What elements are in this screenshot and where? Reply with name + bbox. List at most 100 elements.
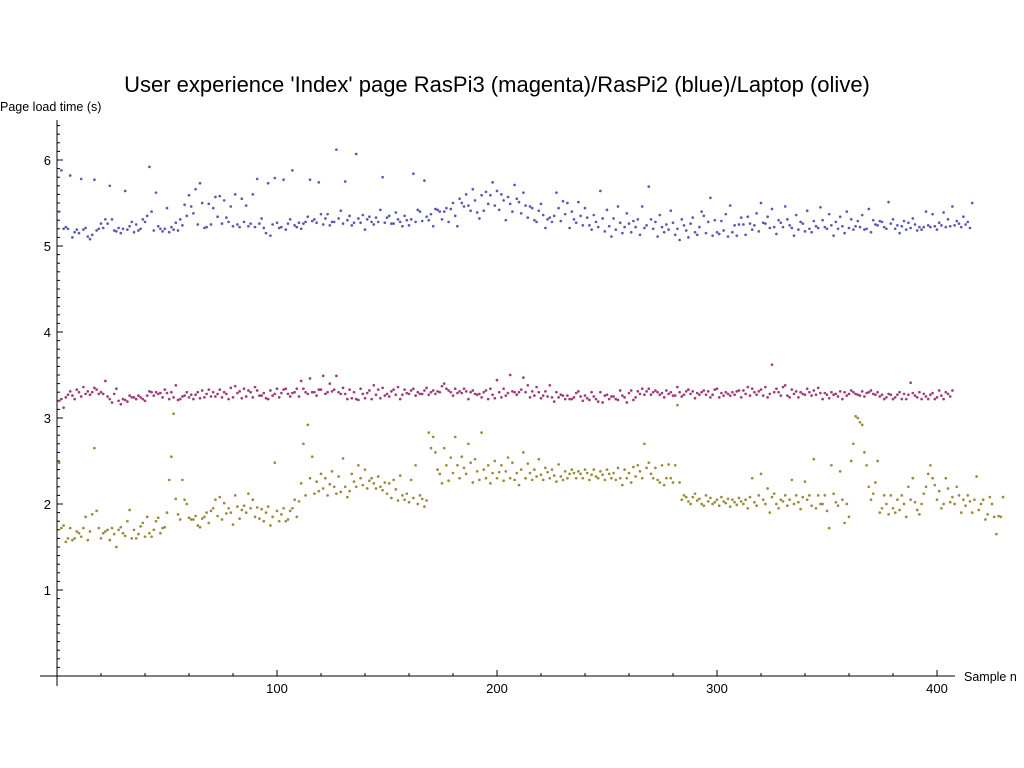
data-point: [948, 395, 952, 398]
data-point: [856, 416, 860, 420]
data-point: [836, 395, 840, 398]
data-point: [502, 199, 505, 202]
data-point: [352, 480, 356, 483]
data-point: [911, 476, 915, 480]
data-point: [198, 181, 202, 185]
data-point: [539, 202, 543, 206]
data-point: [504, 394, 508, 397]
data-point: [891, 397, 895, 401]
data-point: [803, 393, 807, 397]
data-point: [99, 222, 103, 225]
data-point: [759, 201, 763, 205]
data-point: [354, 485, 358, 489]
data-point: [123, 534, 127, 538]
data-point: [519, 211, 523, 215]
data-point: [251, 396, 255, 399]
data-point: [480, 431, 483, 434]
data-point: [374, 487, 378, 490]
data-point: [242, 504, 246, 508]
axes: [40, 120, 955, 686]
data-point: [601, 217, 604, 220]
data-point: [255, 177, 259, 181]
data-point: [145, 214, 149, 218]
data-point: [700, 502, 703, 506]
data-point: [137, 532, 140, 536]
data-point: [216, 215, 219, 219]
data-point: [812, 457, 816, 461]
data-point: [409, 217, 413, 221]
data-point: [984, 518, 987, 521]
data-point: [198, 396, 202, 400]
data-point: [891, 217, 895, 221]
data-point: [62, 227, 65, 231]
data-point: [555, 480, 558, 483]
data-point: [363, 396, 367, 400]
data-point: [907, 221, 910, 225]
data-point: [539, 396, 543, 400]
data-point: [658, 481, 662, 484]
data-point: [786, 217, 789, 221]
data-point: [988, 495, 992, 499]
data-point: [299, 482, 303, 485]
data-point: [152, 528, 156, 532]
data-point: [819, 391, 822, 395]
data-point: [95, 509, 98, 513]
data-point: [491, 181, 494, 184]
data-point: [887, 512, 890, 516]
data-point: [407, 392, 411, 396]
data-point: [302, 222, 305, 225]
data-point: [900, 224, 904, 228]
data-point: [599, 390, 602, 394]
data-point: [671, 221, 675, 225]
data-point: [900, 397, 904, 401]
data-point: [112, 229, 116, 232]
data-point: [794, 389, 798, 393]
data-point: [887, 392, 890, 396]
data-point: [792, 502, 796, 506]
data-point: [462, 466, 466, 470]
data-point: [82, 385, 85, 389]
data-point: [867, 207, 871, 211]
data-point: [95, 388, 98, 391]
data-point: [99, 537, 103, 540]
data-point: [871, 492, 875, 496]
data-point: [942, 502, 945, 506]
data-point: [337, 217, 340, 220]
data-point: [904, 515, 908, 519]
data-point: [313, 217, 316, 221]
data-point: [799, 390, 802, 394]
data-point: [893, 227, 897, 231]
data-point: [198, 525, 202, 529]
data-point: [931, 476, 934, 480]
data-point: [185, 502, 189, 506]
data-point: [907, 393, 910, 397]
data-point: [123, 189, 127, 193]
data-point: [522, 451, 525, 454]
data-point: [165, 511, 169, 514]
data-point: [493, 459, 497, 463]
data-point: [425, 386, 428, 390]
data-point: [57, 399, 61, 403]
data-point: [420, 219, 424, 223]
data-point: [779, 498, 783, 502]
data-point: [335, 148, 338, 152]
data-point: [295, 515, 299, 519]
data-point: [469, 461, 472, 465]
data-point: [750, 387, 754, 391]
data-point: [511, 210, 514, 213]
data-point: [792, 234, 796, 238]
data-point: [361, 392, 365, 396]
data-point: [915, 229, 919, 232]
data-point: [585, 216, 589, 219]
data-point: [60, 168, 63, 172]
data-point: [552, 214, 556, 218]
data-point: [489, 482, 492, 485]
data-point: [211, 206, 215, 210]
data-point: [759, 472, 763, 476]
data-point: [321, 223, 325, 226]
data-point: [445, 206, 448, 210]
data-point: [709, 396, 712, 399]
data-point: [860, 389, 864, 393]
data-point: [561, 478, 565, 482]
data-point: [497, 208, 501, 212]
